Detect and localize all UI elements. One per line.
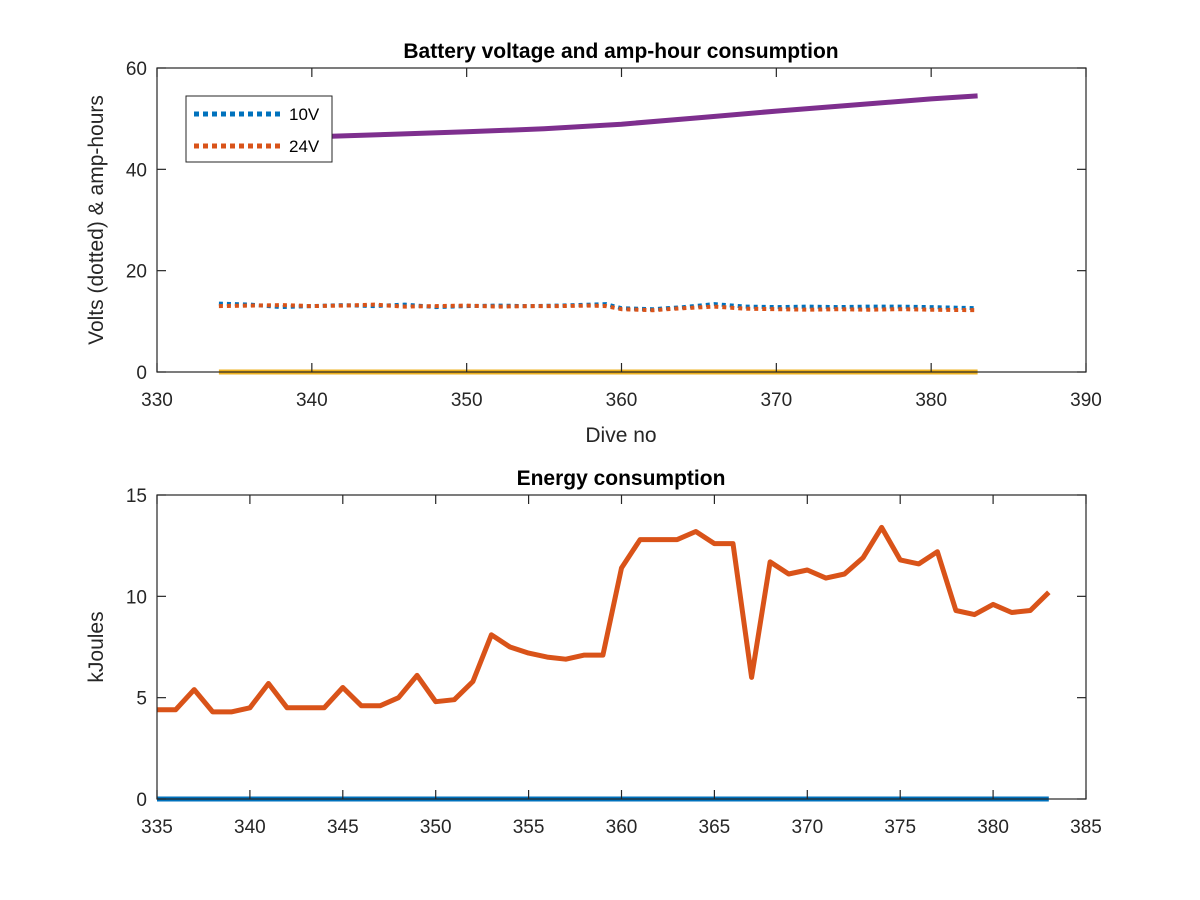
x-axis-label-top: Dive no bbox=[585, 424, 656, 447]
series-group-bottom bbox=[157, 524, 1051, 802]
legend: 10V 24V bbox=[185, 95, 333, 163]
x-tick-label: 390 bbox=[1070, 390, 1102, 411]
series-group-top bbox=[218, 93, 978, 375]
x-tick-label: 345 bbox=[327, 817, 359, 838]
y-axis-label-bottom: kJoules bbox=[85, 611, 108, 682]
x-tick-label: 360 bbox=[606, 390, 638, 411]
y-tick-label: 5 bbox=[136, 689, 147, 710]
x-tick-label: 375 bbox=[884, 817, 916, 838]
y-tick-label: 0 bbox=[136, 790, 147, 811]
x-tick-label: 340 bbox=[296, 390, 328, 411]
x-tick-label: 370 bbox=[791, 817, 823, 838]
legend-box bbox=[185, 95, 333, 163]
axes-box-bottom bbox=[156, 494, 1087, 800]
energy-consumption-chart: Energy consumption 335 340 345 350 355 360 365… bbox=[85, 467, 1102, 838]
x-tick-label: 350 bbox=[451, 390, 483, 411]
voltage-amphour-chart: Battery voltage and amp-hour consumption… bbox=[85, 40, 1102, 447]
x-tick-label: 350 bbox=[420, 817, 452, 838]
series-line-1-1 bbox=[157, 524, 1051, 715]
x-tick-label: 370 bbox=[760, 390, 792, 411]
chart-title-bottom: Energy consumption bbox=[517, 467, 726, 490]
x-tick-label: 380 bbox=[915, 390, 947, 411]
y-tick-label: 60 bbox=[126, 59, 147, 80]
x-tick-label: 380 bbox=[977, 817, 1009, 838]
x-tick-label: 385 bbox=[1070, 817, 1102, 838]
y-tick-label: 15 bbox=[126, 486, 147, 507]
y-tick-label: 0 bbox=[136, 363, 147, 384]
x-tick-label: 330 bbox=[141, 390, 173, 411]
x-tick-label: 360 bbox=[606, 817, 638, 838]
x-tick-label: 355 bbox=[513, 817, 545, 838]
y-tick-label: 10 bbox=[126, 587, 147, 608]
y-axis-label-top: Volts (dotted) & amp-hours bbox=[85, 95, 108, 345]
legend-label-24v: 24V bbox=[289, 137, 320, 156]
ticks-bottom: 335 340 345 350 355 360 365 370 375 380 385 0 5 10 15 bbox=[126, 486, 1102, 838]
series-line-0-1 bbox=[218, 302, 978, 313]
x-tick-label: 340 bbox=[234, 817, 266, 838]
legend-label-10v: 10V bbox=[289, 105, 320, 124]
y-tick-label: 40 bbox=[126, 160, 147, 181]
x-tick-label: 335 bbox=[141, 817, 173, 838]
ticks-top: 330 340 350 360 370 380 390 0 20 40 60 bbox=[126, 59, 1102, 411]
chart-title-top: Battery voltage and amp-hour consumption bbox=[403, 40, 838, 63]
x-tick-label: 365 bbox=[699, 817, 731, 838]
series-line-0-2 bbox=[218, 93, 978, 142]
y-tick-label: 20 bbox=[126, 262, 147, 283]
